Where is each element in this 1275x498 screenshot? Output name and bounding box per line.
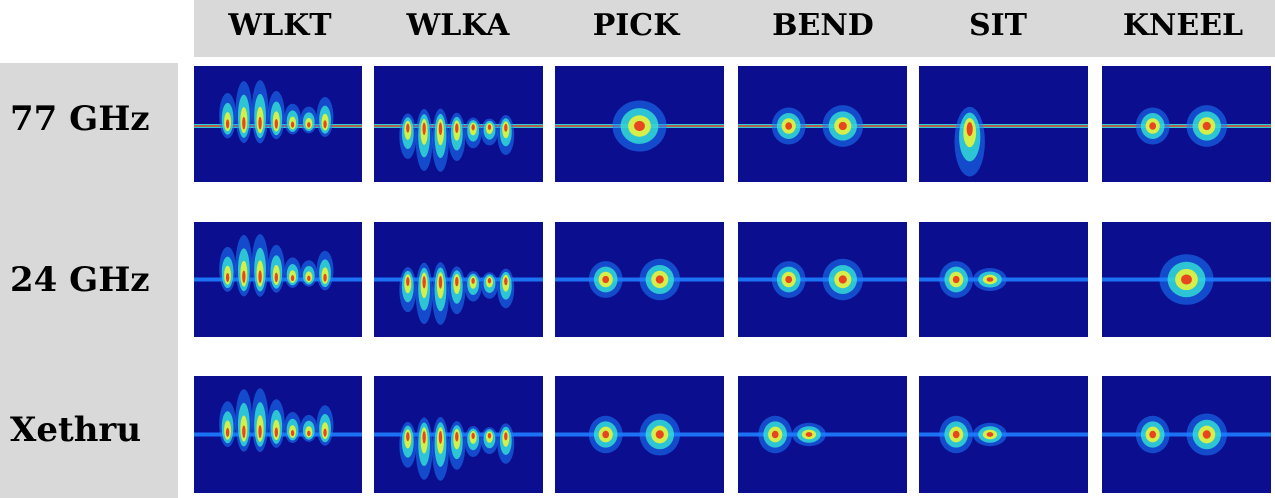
spectrogram-panel bbox=[194, 222, 362, 337]
row-header-bar bbox=[0, 63, 178, 498]
spectrogram-panel bbox=[738, 66, 907, 182]
column-label-wlka: WLKA bbox=[406, 8, 510, 43]
spectrogram-panel bbox=[374, 376, 543, 493]
spectrogram-panel bbox=[374, 222, 543, 337]
column-label-wlkt: WLKT bbox=[228, 8, 332, 43]
column-label-sit: SIT bbox=[968, 8, 1028, 43]
column-label-bend: BEND bbox=[772, 8, 874, 43]
spectrogram-panel bbox=[919, 222, 1088, 337]
spectrogram-panel bbox=[738, 376, 907, 493]
column-label-kneel: KNEEL bbox=[1122, 8, 1244, 43]
row-label-xethru: Xethru bbox=[10, 410, 142, 450]
column-header-bar bbox=[194, 0, 1275, 57]
row-label-77ghz: 77 GHz bbox=[10, 99, 150, 139]
spectrogram-panel bbox=[919, 66, 1088, 182]
spectrogram-panel bbox=[194, 376, 362, 493]
spectrogram-panel bbox=[738, 222, 907, 337]
spectrogram-panel bbox=[194, 66, 362, 182]
column-label-pick: PICK bbox=[592, 8, 680, 43]
row-label-24ghz: 24 GHz bbox=[10, 260, 150, 300]
spectrogram-panel bbox=[919, 376, 1088, 493]
spectrogram-panel bbox=[1102, 66, 1271, 182]
spectrogram-panel bbox=[555, 376, 724, 493]
spectrogram-panel bbox=[374, 66, 543, 182]
spectrogram-panel bbox=[1102, 376, 1271, 493]
spectrogram-panel bbox=[1102, 222, 1271, 337]
spectrogram-panel bbox=[555, 66, 724, 182]
spectrogram-panel bbox=[555, 222, 724, 337]
